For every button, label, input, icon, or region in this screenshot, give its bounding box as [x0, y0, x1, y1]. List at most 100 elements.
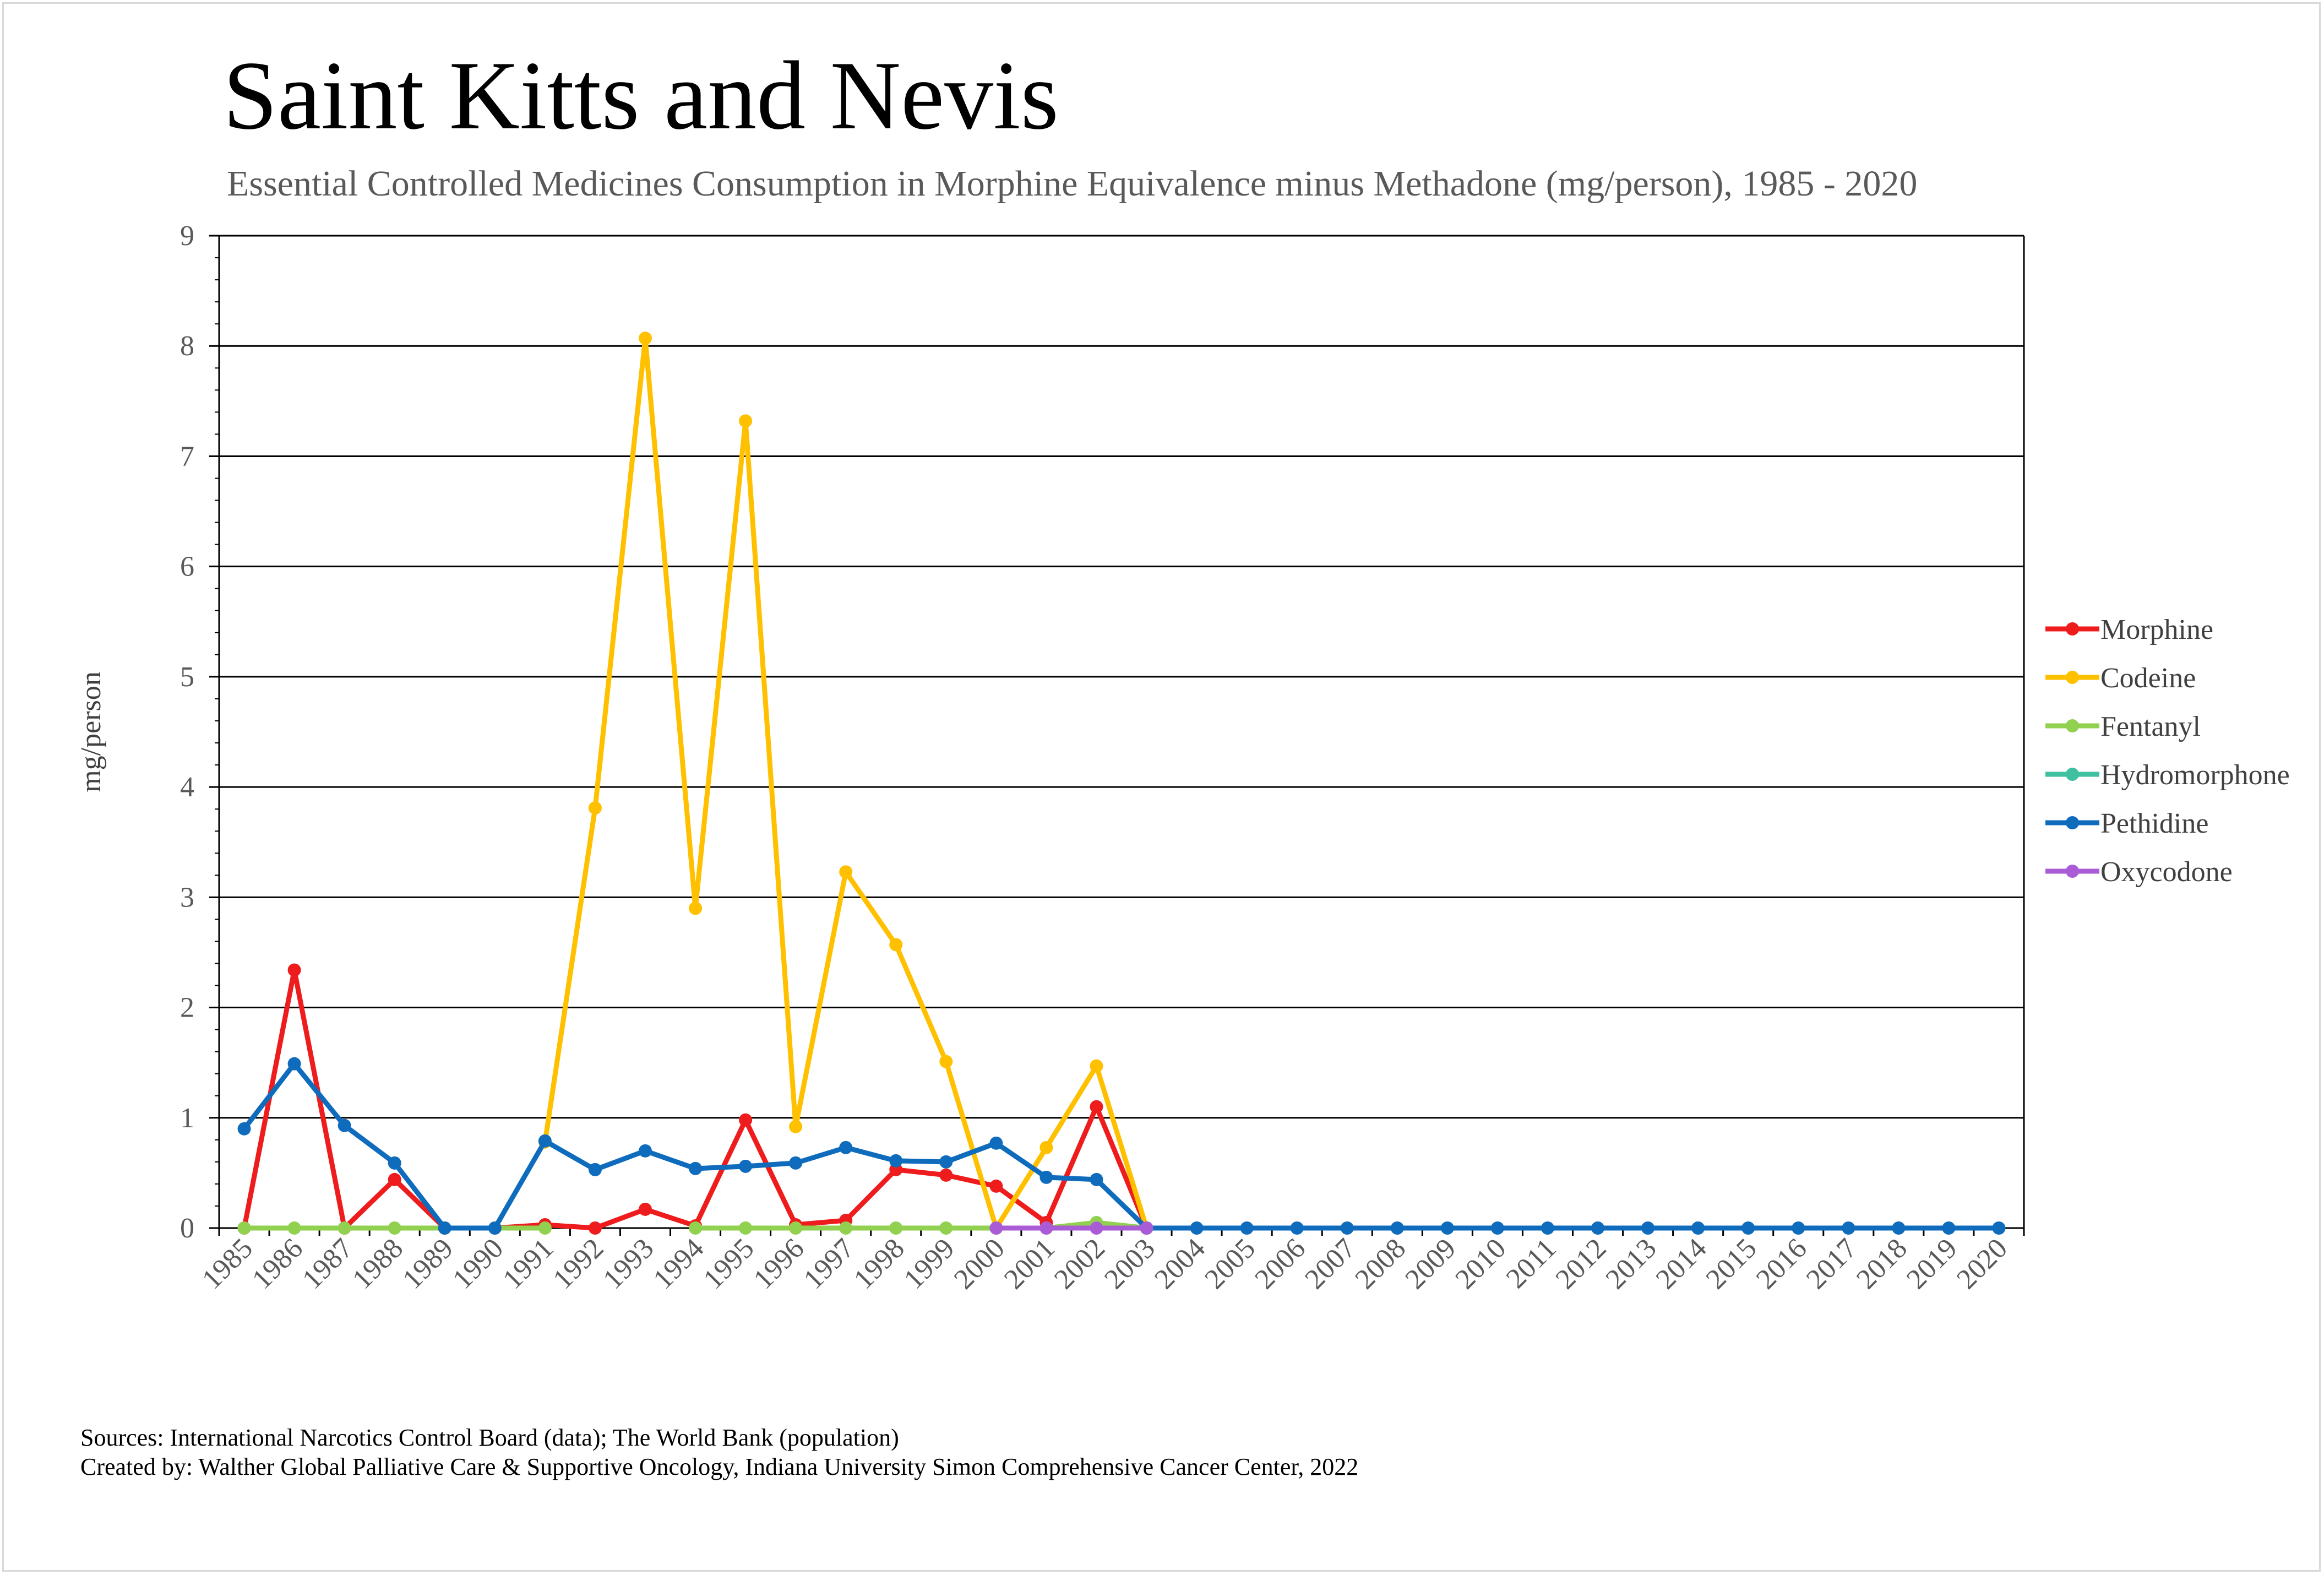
legend-item-morphine: Morphine — [2045, 614, 2213, 645]
data-point — [1842, 1221, 1855, 1235]
y-tick-label: 2 — [180, 992, 194, 1024]
x-tick-label: 2000 — [948, 1232, 1011, 1295]
data-point — [338, 1118, 351, 1132]
chart-title: Saint Kitts and Nevis — [223, 41, 1059, 150]
data-point — [939, 1155, 953, 1169]
x-tick-label: 1986 — [246, 1232, 309, 1295]
data-point — [739, 1113, 753, 1127]
series-codeine — [538, 332, 1153, 1235]
x-tick-label: 1990 — [447, 1232, 509, 1295]
x-tick-label: 1994 — [647, 1232, 710, 1295]
x-tick-label: 1992 — [547, 1232, 610, 1295]
data-point — [1992, 1221, 2006, 1235]
x-tick-label: 2002 — [1048, 1232, 1111, 1295]
data-point — [588, 801, 602, 815]
data-point — [789, 1156, 803, 1170]
data-point — [739, 414, 753, 428]
data-point — [1892, 1221, 1906, 1235]
x-tick-label: 2001 — [998, 1232, 1061, 1295]
series-oxycodone — [989, 1221, 1153, 1235]
x-tick-label: 2017 — [1800, 1232, 1863, 1295]
data-point — [588, 1221, 602, 1235]
x-tick-label: 1995 — [698, 1232, 760, 1295]
data-point — [1190, 1221, 1204, 1235]
data-point — [689, 1221, 703, 1235]
data-point — [889, 1221, 903, 1235]
y-axis-title: mg/person — [75, 671, 107, 792]
legend-label: Hydromorphone — [2100, 759, 2290, 791]
data-point — [638, 1144, 652, 1158]
legend-swatch-marker — [2066, 768, 2079, 781]
series-line — [242, 967, 1149, 1231]
x-tick-label: 2013 — [1600, 1232, 1663, 1295]
data-point — [1691, 1221, 1705, 1235]
data-point — [839, 1221, 853, 1235]
x-tick-label: 1991 — [497, 1232, 560, 1295]
data-point — [287, 1221, 301, 1235]
data-point — [1641, 1221, 1655, 1235]
y-tick-label: 9 — [180, 220, 194, 252]
data-point — [1039, 1140, 1053, 1154]
legend: Morphine Codeine Fentanyl Hydromorphone Peth… — [2045, 614, 2290, 888]
x-tick-label: 1999 — [898, 1232, 961, 1295]
x-tick-label: 2011 — [1500, 1232, 1562, 1294]
data-point — [1340, 1221, 1354, 1235]
data-point — [287, 1057, 301, 1071]
data-point — [839, 865, 853, 879]
x-tick-label: 1989 — [396, 1232, 459, 1295]
x-tick-label: 1993 — [597, 1232, 660, 1295]
chart-subtitle: Essential Controlled Medicines Consumpti… — [227, 164, 1918, 204]
x-tick-label: 2008 — [1349, 1232, 1412, 1295]
y-tick-label: 6 — [180, 551, 194, 583]
x-tick-label: 2010 — [1450, 1232, 1512, 1295]
legend-item-pethidine: Pethidine — [2045, 808, 2208, 839]
legend-label: Pethidine — [2100, 808, 2208, 839]
data-point — [1591, 1221, 1605, 1235]
series-line — [695, 1220, 1147, 1231]
data-point — [1090, 1059, 1103, 1073]
legend-swatch-marker — [2066, 816, 2079, 829]
data-point — [1140, 1221, 1153, 1235]
data-point — [889, 1154, 903, 1167]
x-tick-label: 1996 — [748, 1232, 810, 1295]
x-tick-label: 1997 — [798, 1232, 861, 1295]
x-tick-label: 2019 — [1901, 1232, 1963, 1295]
data-point — [1090, 1172, 1103, 1186]
data-point — [388, 1156, 401, 1170]
legend-item-oxycodone: Oxycodone — [2045, 856, 2233, 888]
x-tick-label: 2009 — [1400, 1232, 1462, 1295]
series-line — [242, 1061, 1999, 1231]
y-tick-label: 5 — [180, 661, 194, 693]
data-point — [1290, 1221, 1304, 1235]
data-point — [638, 332, 652, 345]
data-point — [588, 1163, 602, 1176]
series-lines — [237, 332, 2006, 1235]
legend-item-codeine: Codeine — [2045, 662, 2196, 694]
data-point — [989, 1179, 1003, 1193]
series-fentanyl — [237, 1215, 1153, 1235]
y-tick-label: 0 — [180, 1213, 194, 1244]
legend-label: Oxycodone — [2100, 856, 2233, 888]
x-tick-label: 2003 — [1098, 1232, 1161, 1295]
data-point — [1240, 1221, 1254, 1235]
y-tick-label: 7 — [180, 441, 194, 472]
data-point — [1741, 1221, 1755, 1235]
x-tick-label: 2014 — [1650, 1232, 1713, 1295]
series-pethidine — [237, 1057, 2006, 1235]
data-point — [237, 1122, 251, 1136]
x-tick-label: 1988 — [346, 1232, 409, 1295]
x-tick-label: 2015 — [1700, 1232, 1763, 1295]
legend-swatch-marker — [2066, 671, 2079, 684]
data-point — [889, 938, 903, 952]
y-tick-label: 1 — [180, 1102, 194, 1134]
data-point — [237, 1221, 251, 1235]
legend-label: Codeine — [2100, 662, 2196, 694]
y-tick-label: 3 — [180, 882, 194, 913]
data-point — [488, 1221, 502, 1235]
data-point — [438, 1221, 451, 1235]
x-tick-label: 2016 — [1750, 1232, 1813, 1295]
data-point — [989, 1136, 1003, 1150]
data-point — [1390, 1221, 1404, 1235]
data-point — [1942, 1221, 1956, 1235]
